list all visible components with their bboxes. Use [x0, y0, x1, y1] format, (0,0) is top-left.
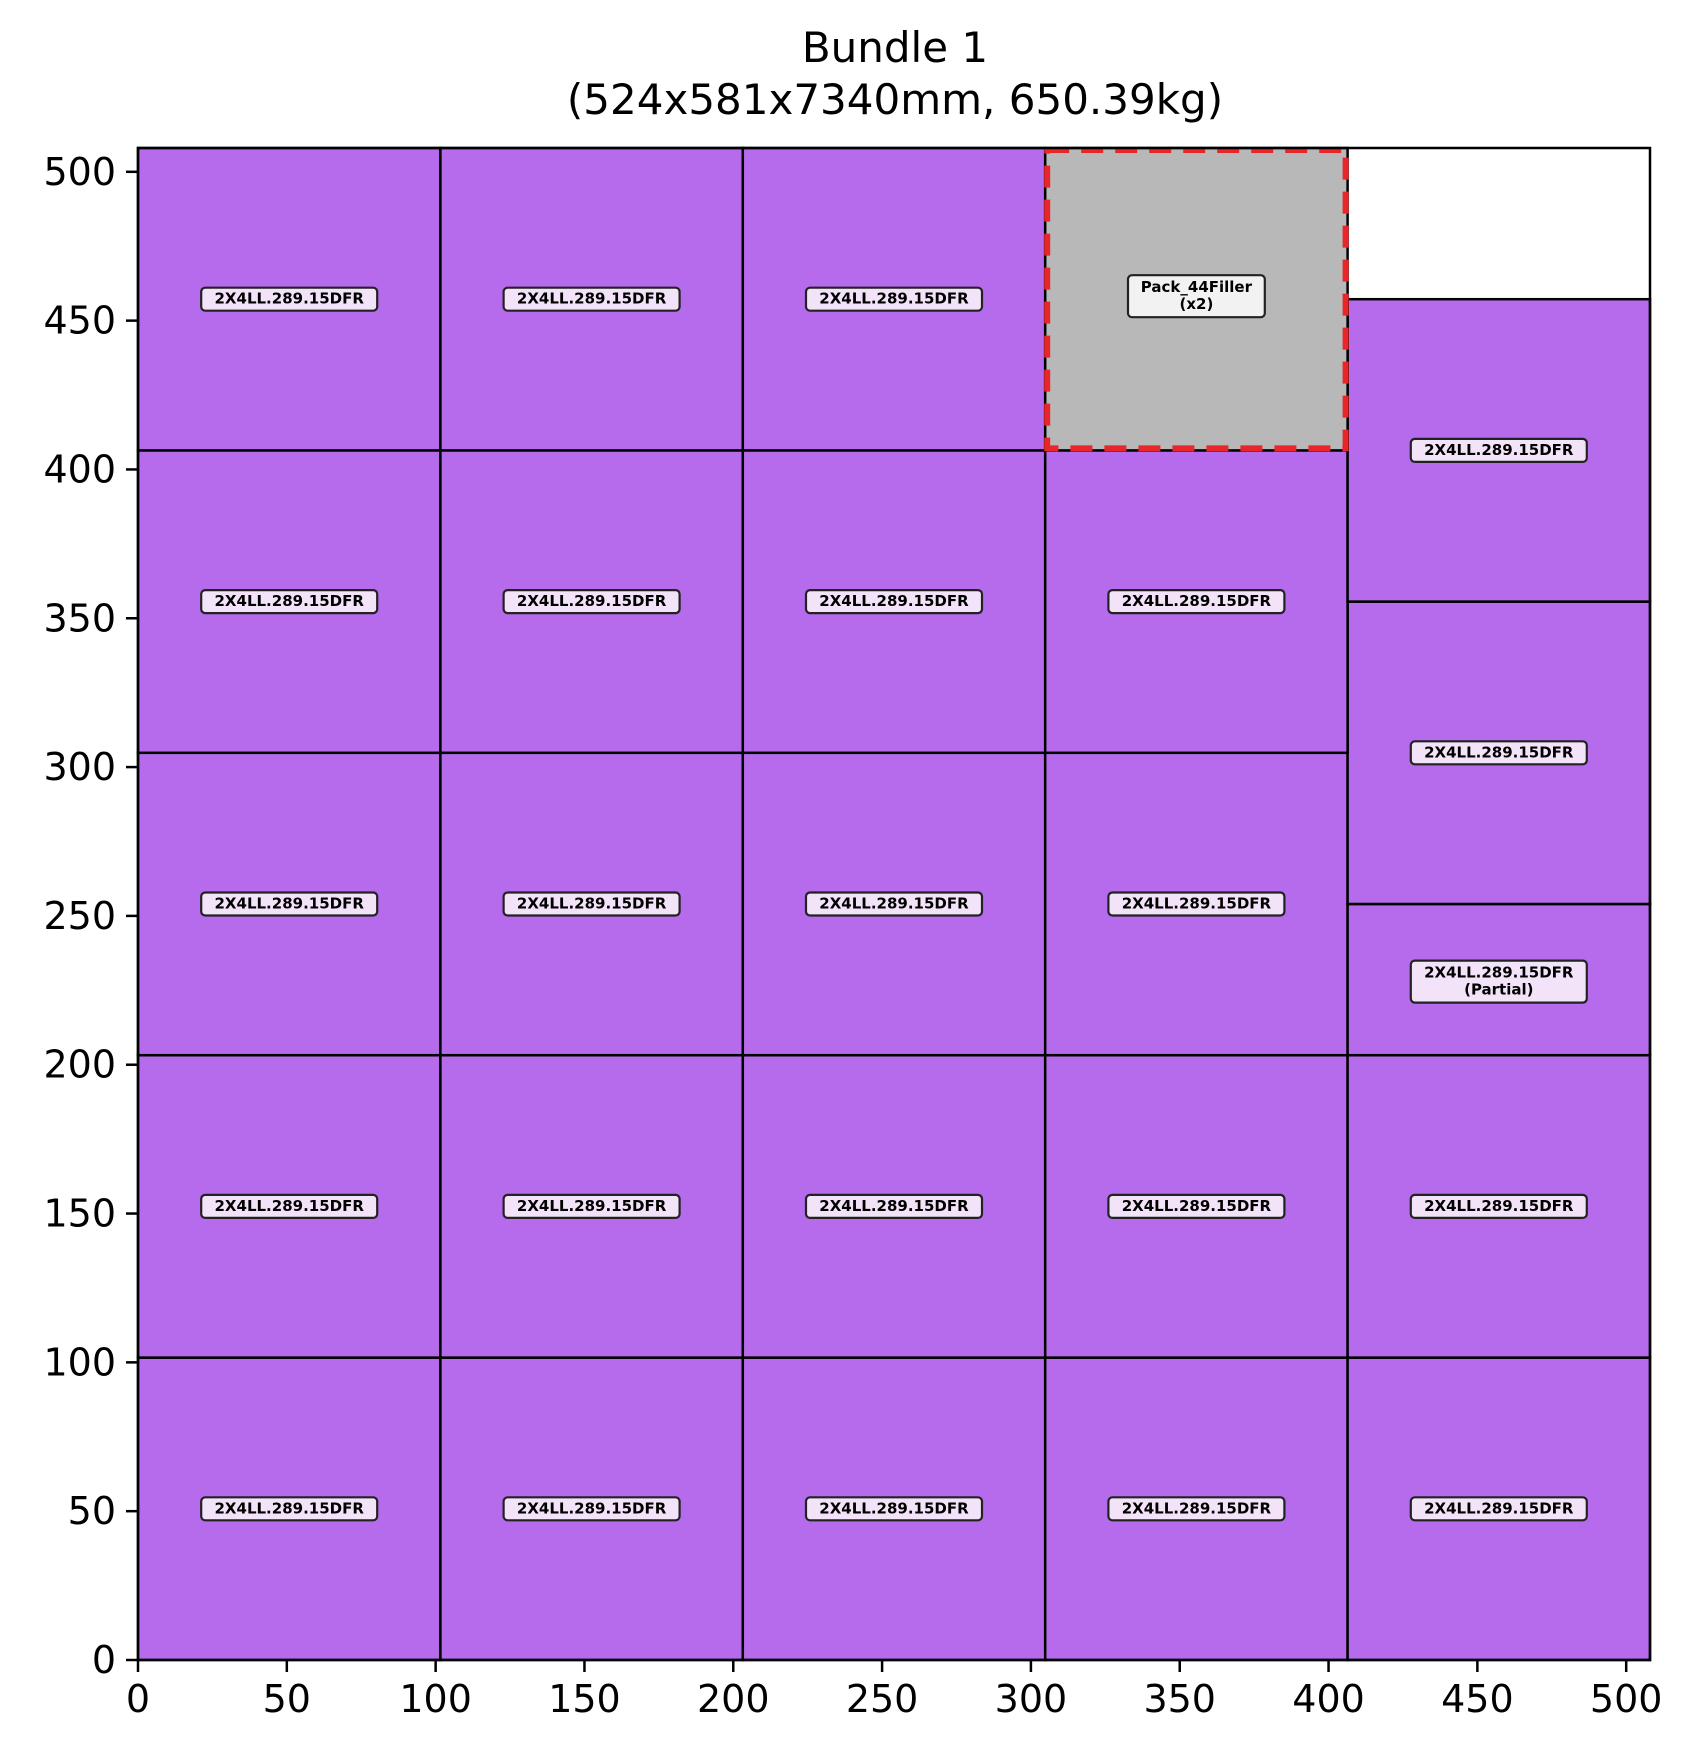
chart-subtitle-line: (524x581x7340mm, 650.39kg) — [566, 75, 1224, 124]
y-tick-label: 100 — [43, 1340, 116, 1384]
x-tick-label: 250 — [846, 1677, 919, 1721]
box-label-detail: (Partial) — [1464, 981, 1533, 999]
x-tick-label: 300 — [995, 1677, 1068, 1721]
box-label: 2X4LL.289.15DFR — [517, 1499, 667, 1517]
box-label-bg — [804, 1193, 984, 1220]
box-label: 2X4LL.289.15DFR — [819, 1197, 969, 1215]
y-tick-label: 150 — [43, 1192, 116, 1236]
box-label-bg — [804, 1496, 984, 1522]
y-tick-label: 250 — [43, 894, 116, 938]
box-label-bg — [502, 1193, 681, 1220]
y-tick-label: 500 — [43, 150, 116, 194]
axes-frame — [136, 146, 1652, 1662]
box-label: 2X4LL.289.15DFR — [215, 1499, 365, 1517]
box-label-bg — [804, 286, 984, 312]
box-label: 2X4LL.289.15DFR — [1424, 743, 1574, 761]
chart-title: Bundle 1 (524x581x7340mm, 650.39kg) — [0, 22, 1694, 126]
y-tick-label: 350 — [43, 596, 116, 640]
box-label: 2X4LL.289.15DFR — [215, 895, 365, 913]
y-tick-label: 450 — [43, 299, 116, 343]
box-label: 2X4LL.289.15DFR — [1122, 895, 1272, 913]
box-label: 2X4LL.289.15DFR — [215, 592, 365, 610]
boxes-layer — [136, 146, 1652, 1662]
box-label-bg — [502, 588, 681, 615]
box-label: 2X4LL.289.15DFR — [215, 1197, 365, 1215]
y-tick-label: 0 — [92, 1638, 116, 1682]
box-label-bg — [200, 1496, 379, 1522]
box-label: 2X4LL.289.15DFR — [517, 290, 667, 308]
box-label-bg — [1409, 1193, 1588, 1220]
y-tick-label: 200 — [43, 1043, 116, 1087]
x-tick-label: 450 — [1441, 1677, 1514, 1721]
box-label-bg — [1409, 740, 1588, 766]
box-label: 2X4LL.289.15DFR — [1424, 1499, 1574, 1517]
x-tick-label: 150 — [548, 1677, 621, 1721]
chart-title-line: Bundle 1 — [801, 23, 989, 72]
box-label-bg — [502, 286, 681, 312]
x-tick-label: 0 — [126, 1677, 150, 1721]
box-label-bg — [502, 1496, 681, 1522]
box-label-bg — [200, 891, 379, 917]
box-label-bg — [1107, 891, 1286, 917]
filler-outline — [1044, 147, 1349, 452]
ticks-layer: 0 50 100 150 200 250 300 350 400 450 500 0 50 100 150 2… — [43, 150, 1662, 1721]
labels-layer: 2X4LL.289.15DFR 2X4LL.289.15DFR 2X4LL.289.… — [200, 274, 1588, 1522]
x-tick-label: 350 — [1143, 1677, 1216, 1721]
box-label-bg — [200, 588, 379, 615]
box-label-bg — [502, 891, 681, 917]
box-label: 2X4LL.289.15DFR — [819, 592, 969, 610]
x-tick-label: 50 — [263, 1677, 311, 1721]
x-tick-label: 200 — [697, 1677, 770, 1721]
box-label-bg — [1409, 959, 1588, 1004]
y-tick-label: 300 — [43, 745, 116, 789]
box-label-bg — [1409, 1496, 1588, 1522]
box-label-bg — [200, 286, 379, 312]
box-label: 2X4LL.289.15DFR — [1122, 1197, 1272, 1215]
box-label: 2X4LL.289.15DFR — [1424, 441, 1574, 459]
box-label: 2X4LL.289.15DFR — [215, 290, 365, 308]
y-tick-label: 50 — [68, 1489, 116, 1533]
box-label-bg — [1107, 1193, 1286, 1220]
y-tick-label: 400 — [43, 447, 116, 491]
box-label-bg — [1107, 1496, 1286, 1522]
box-label: Pack_44Filler — [1141, 278, 1253, 296]
box-label-bg — [1126, 274, 1266, 319]
box-label: 2X4LL.289.15DFR — [1122, 1499, 1272, 1517]
x-tick-label: 500 — [1590, 1677, 1663, 1721]
box-label-bg — [804, 891, 984, 917]
box-label: 2X4LL.289.15DFR — [517, 895, 667, 913]
box-label-detail: (x2) — [1179, 295, 1213, 313]
box-label: 2X4LL.289.15DFR — [819, 1499, 969, 1517]
box-label-bg — [200, 1193, 379, 1220]
box-label-bg — [1107, 588, 1286, 615]
box-label-bg — [804, 588, 984, 615]
box-label: 2X4LL.289.15DFR — [819, 290, 969, 308]
box-label: 2X4LL.289.15DFR — [1424, 1197, 1574, 1215]
x-tick-label: 400 — [1292, 1677, 1365, 1721]
box-label: 2X4LL.289.15DFR — [517, 1197, 667, 1215]
box-label-bg — [1409, 437, 1588, 463]
box-label: 2X4LL.289.15DFR — [517, 592, 667, 610]
x-tick-label: 100 — [399, 1677, 472, 1721]
box-label: 2X4LL.289.15DFR — [1122, 592, 1272, 610]
box-label: 2X4LL.289.15DFR — [1424, 964, 1574, 982]
box-label: 2X4LL.289.15DFR — [819, 895, 969, 913]
piece-box — [1346, 902, 1652, 1057]
